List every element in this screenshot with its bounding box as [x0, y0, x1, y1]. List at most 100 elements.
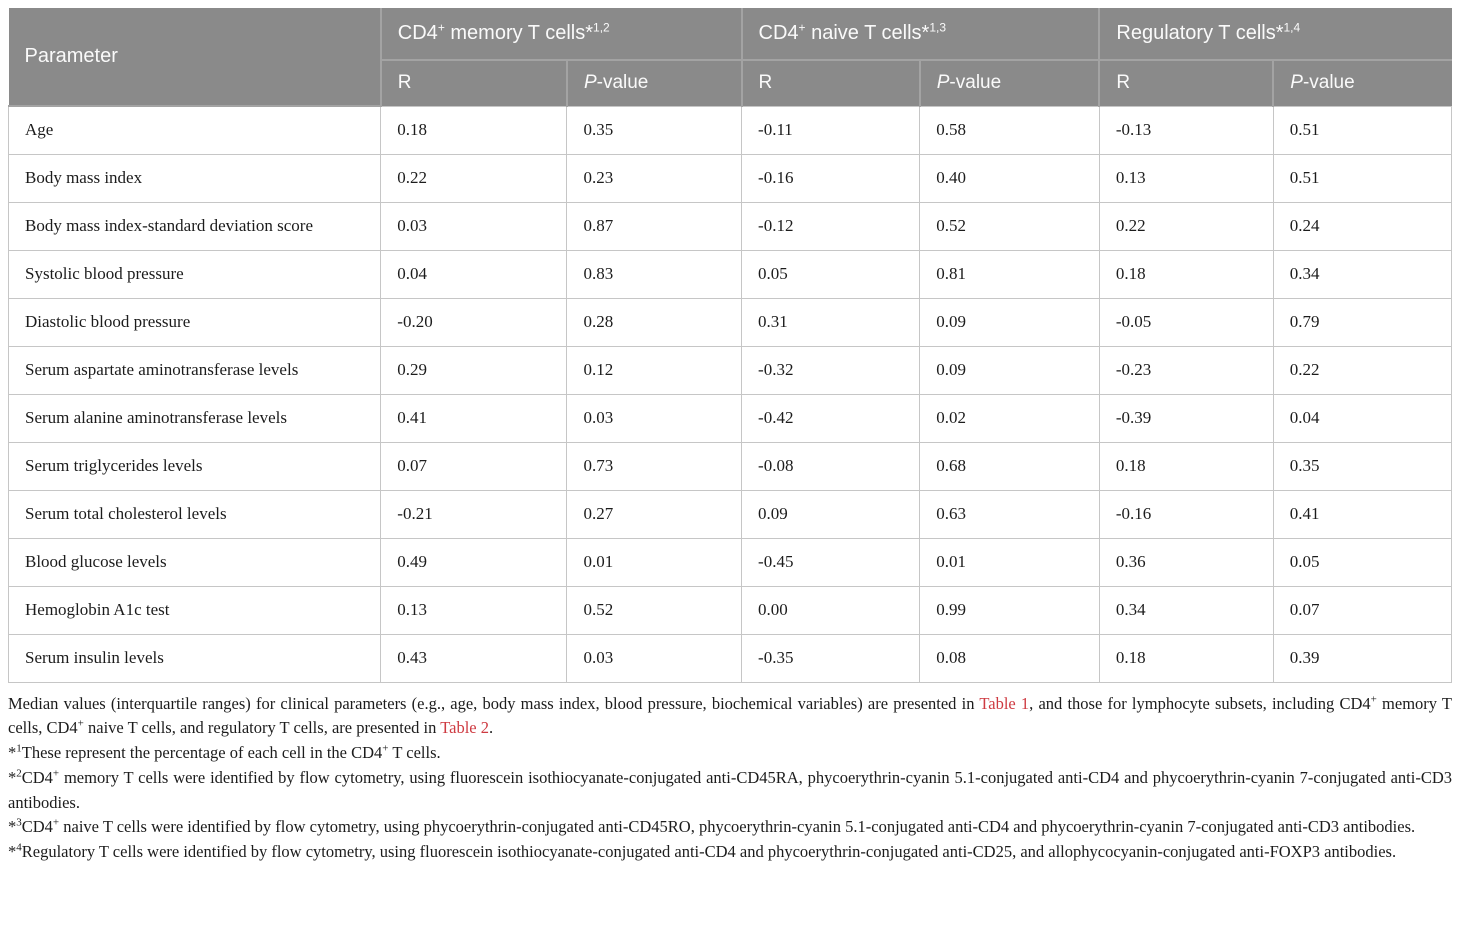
value-cell: 0.07 — [380, 441, 568, 491]
value-cell: 0.22 — [1098, 201, 1274, 251]
footnote-4: *4Regulatory T cells were identified by … — [8, 841, 1397, 862]
value-cell: 0.52 — [566, 585, 743, 635]
value-cell: 0.41 — [1272, 489, 1453, 539]
group-header-regulatory-t-cells: Regulatory T cells*1,4 — [1098, 8, 1452, 61]
parameter-cell: Serum triglycerides levels — [7, 441, 382, 491]
parameter-cell: Body mass index-standard deviation score — [7, 201, 382, 251]
table-row: Serum triglycerides levels 0.07 0.73 -0.08 0… — [7, 441, 1453, 491]
value-cell: 0.18 — [1098, 441, 1274, 491]
value-cell: 0.36 — [1098, 537, 1274, 587]
value-cell: -0.42 — [741, 393, 921, 443]
table-row: Age 0.18 0.35 -0.11 0.58 -0.13 0.51 — [7, 105, 1453, 155]
table-row: Body mass index-standard deviation score… — [7, 201, 1453, 251]
value-cell: 0.01 — [919, 537, 1100, 587]
value-cell: 0.09 — [919, 297, 1100, 347]
value-cell: 0.31 — [741, 297, 921, 347]
value-cell: -0.11 — [741, 105, 921, 155]
value-cell: 0.99 — [919, 585, 1100, 635]
value-cell: -0.39 — [1098, 393, 1274, 443]
value-cell: 0.41 — [380, 393, 568, 443]
table-header: Parameter CD4+ memory T cells*1,2 CD4+ n… — [8, 8, 1452, 107]
footnote-2: *2CD4+ memory T cells were identified by… — [8, 767, 1452, 812]
group-header-cd4-memory-t-cells: CD4+ memory T cells*1,2 — [379, 8, 743, 61]
parameter-cell: Body mass index — [7, 153, 382, 203]
value-cell: 0.58 — [919, 105, 1100, 155]
value-cell: 0.39 — [1272, 633, 1453, 683]
value-cell: 0.05 — [1272, 537, 1453, 587]
table-row: Diastolic blood pressure -0.20 0.28 0.31 0.0… — [7, 297, 1453, 347]
footnote-3: *3CD4+ naive T cells were identified by … — [8, 816, 1416, 837]
value-cell: 0.08 — [919, 633, 1100, 683]
value-cell: 0.03 — [566, 633, 743, 683]
value-cell: 0.40 — [919, 153, 1100, 203]
value-cell: 0.13 — [380, 585, 568, 635]
value-cell: 0.83 — [566, 249, 743, 299]
value-cell: 0.03 — [566, 393, 743, 443]
table-row: Body mass index 0.22 0.23 -0.16 0.40 0.13 0.51 — [7, 153, 1453, 203]
value-cell: 0.68 — [919, 441, 1100, 491]
value-cell: -0.23 — [1098, 345, 1274, 395]
table-1-link[interactable]: Table 1 — [979, 693, 1030, 713]
correlation-table: Parameter CD4+ memory T cells*1,2 CD4+ n… — [7, 8, 1453, 683]
value-cell: -0.32 — [741, 345, 921, 395]
value-cell: 0.13 — [1098, 153, 1274, 203]
value-cell: 0.24 — [1272, 201, 1453, 251]
value-cell: 0.79 — [1272, 297, 1453, 347]
value-cell: 0.49 — [380, 537, 568, 587]
value-cell: 0.18 — [1098, 633, 1274, 683]
parameter-cell: Hemoglobin A1c test — [7, 585, 382, 635]
value-cell: 0.73 — [566, 441, 743, 491]
table-row: Serum alanine aminotransferase levels 0.4… — [7, 393, 1453, 443]
value-cell: -0.35 — [741, 633, 921, 683]
value-cell: 0.22 — [380, 153, 568, 203]
value-cell: 0.04 — [380, 249, 568, 299]
value-cell: 0.05 — [741, 249, 921, 299]
column-header-p-memory: P-value — [565, 59, 743, 106]
value-cell: 0.51 — [1272, 105, 1453, 155]
value-cell: 0.35 — [566, 105, 743, 155]
table-row: Blood glucose levels 0.49 0.01 -0.45 0.01 0.3… — [7, 537, 1453, 587]
value-cell: 0.02 — [919, 393, 1100, 443]
column-header-p-regulatory: P-value — [1272, 59, 1452, 106]
value-cell: 0.27 — [566, 489, 743, 539]
parameter-cell: Age — [7, 105, 382, 155]
value-cell: 0.34 — [1098, 585, 1274, 635]
parameter-cell: Serum aspartate aminotransferase levels — [7, 345, 382, 395]
footnote-1: *1These represent the percentage of each… — [8, 742, 441, 763]
footnotes: Median values (interquartile ranges) for… — [8, 692, 1452, 866]
value-cell: -0.16 — [1098, 489, 1274, 539]
value-cell: 0.03 — [380, 201, 568, 251]
value-cell: -0.21 — [380, 489, 568, 539]
column-header-r-memory: R — [380, 59, 568, 106]
table-2-link[interactable]: Table 2 — [440, 718, 490, 738]
footnote-general: Median values (interquartile ranges) for… — [8, 693, 1452, 738]
value-cell: -0.05 — [1098, 297, 1274, 347]
value-cell: 0.87 — [566, 201, 743, 251]
value-cell: 0.18 — [1098, 249, 1274, 299]
value-cell: 0.09 — [919, 345, 1100, 395]
value-cell: 0.52 — [919, 201, 1100, 251]
column-header-r-regulatory: R — [1098, 59, 1275, 106]
value-cell: -0.20 — [380, 297, 568, 347]
value-cell: -0.45 — [741, 537, 921, 587]
value-cell: 0.07 — [1272, 585, 1453, 635]
value-cell: 0.63 — [919, 489, 1100, 539]
value-cell: 0.18 — [380, 105, 568, 155]
value-cell: 0.04 — [1272, 393, 1453, 443]
parameter-cell: Serum insulin levels — [7, 633, 382, 683]
group-header-cd4-naive-t-cells: CD4+ naive T cells*1,3 — [740, 8, 1101, 61]
table-row: Hemoglobin A1c test 0.13 0.52 0.00 0.99 0.34 0… — [7, 585, 1453, 635]
parameter-cell: Blood glucose levels — [7, 537, 382, 587]
value-cell: 0.00 — [741, 585, 921, 635]
column-header-r-naive: R — [740, 59, 921, 106]
parameter-cell: Systolic blood pressure — [7, 249, 382, 299]
table-row: Serum aspartate aminotransferase levels 0… — [7, 345, 1453, 395]
value-cell: 0.23 — [566, 153, 743, 203]
value-cell: 0.34 — [1272, 249, 1453, 299]
parameter-cell: Diastolic blood pressure — [7, 297, 382, 347]
value-cell: 0.09 — [741, 489, 921, 539]
value-cell: 0.35 — [1272, 441, 1453, 491]
sub-header-row: R P-value R P-value R P-value — [9, 59, 1452, 106]
value-cell: -0.12 — [741, 201, 921, 251]
